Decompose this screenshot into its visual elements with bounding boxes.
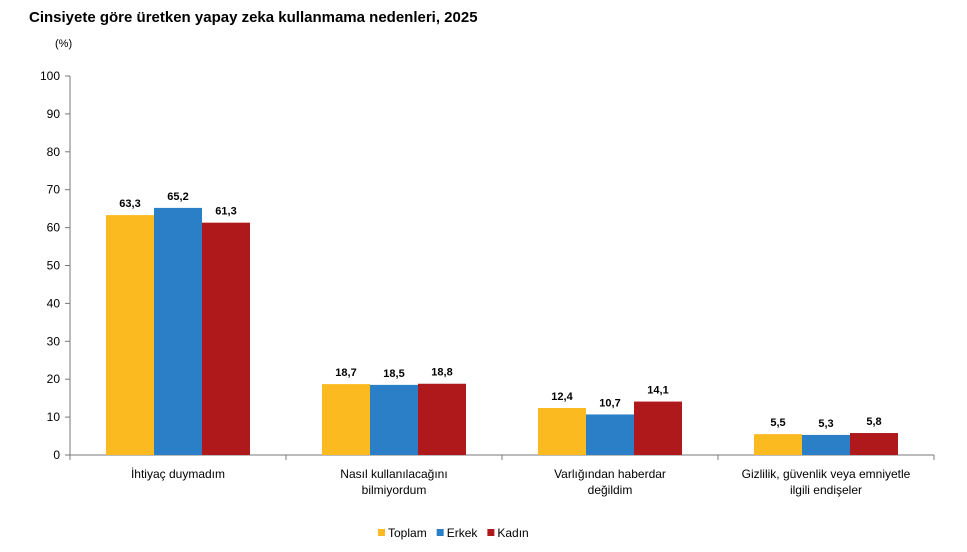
bar-kadın xyxy=(634,401,682,455)
y-tick-label: 50 xyxy=(47,259,61,273)
bar-toplam xyxy=(322,384,370,455)
chart-title: Cinsiyete göre üretken yapay zeka kullan… xyxy=(29,9,478,26)
data-label: 10,7 xyxy=(599,397,620,409)
x-tick-label: Nasıl kullanılacağını xyxy=(340,467,447,481)
data-label: 61,3 xyxy=(215,206,236,218)
legend-item: Toplam xyxy=(388,526,427,540)
bar-erkek xyxy=(154,207,202,455)
data-label: 18,7 xyxy=(335,367,356,379)
y-tick-label: 60 xyxy=(47,221,61,235)
y-tick-label: 100 xyxy=(40,69,60,83)
bar-toplam xyxy=(538,408,586,455)
data-label: 14,1 xyxy=(647,385,668,397)
bar-toplam xyxy=(106,215,154,455)
legend-swatch xyxy=(378,529,385,536)
y-axis-label: (%) xyxy=(55,38,72,50)
data-label: 65,2 xyxy=(167,191,188,203)
legend-item: Erkek xyxy=(447,526,479,540)
data-label: 63,3 xyxy=(119,198,140,210)
bar-kadın xyxy=(202,222,250,455)
x-tick-label: değildim xyxy=(588,483,633,497)
y-tick-label: 10 xyxy=(47,410,61,424)
data-label: 5,5 xyxy=(770,417,785,429)
y-tick-label: 0 xyxy=(53,448,60,462)
bar-erkek xyxy=(370,384,418,455)
data-label: 18,5 xyxy=(383,368,404,380)
data-label: 5,8 xyxy=(866,416,881,428)
y-tick-label: 40 xyxy=(47,296,61,310)
data-label: 18,8 xyxy=(431,367,452,379)
data-label: 5,3 xyxy=(818,418,833,430)
bar-erkek xyxy=(802,434,850,455)
data-label: 12,4 xyxy=(551,391,573,403)
x-tick-label: Varlığından haberdar xyxy=(554,467,666,481)
y-tick-label: 30 xyxy=(47,334,61,348)
bar-toplam xyxy=(754,434,802,455)
y-tick-label: 90 xyxy=(47,107,61,121)
y-tick-label: 70 xyxy=(47,183,61,197)
legend-swatch xyxy=(487,529,495,536)
y-tick-label: 80 xyxy=(47,145,61,159)
x-tick-label: ilgili endişeler xyxy=(790,483,862,497)
x-tick-label: bilmiyordum xyxy=(362,483,427,497)
x-tick-label: Gizlilik, güvenlik veya emniyetle xyxy=(742,467,911,481)
x-tick-label: İhtiyaç duymadım xyxy=(131,467,225,481)
legend-item: Kadın xyxy=(497,526,528,540)
bar-kadın xyxy=(850,433,898,455)
bar-kadın xyxy=(418,383,466,455)
legend-swatch xyxy=(436,529,444,536)
y-tick-label: 20 xyxy=(47,372,61,386)
bar-erkek xyxy=(586,414,634,455)
